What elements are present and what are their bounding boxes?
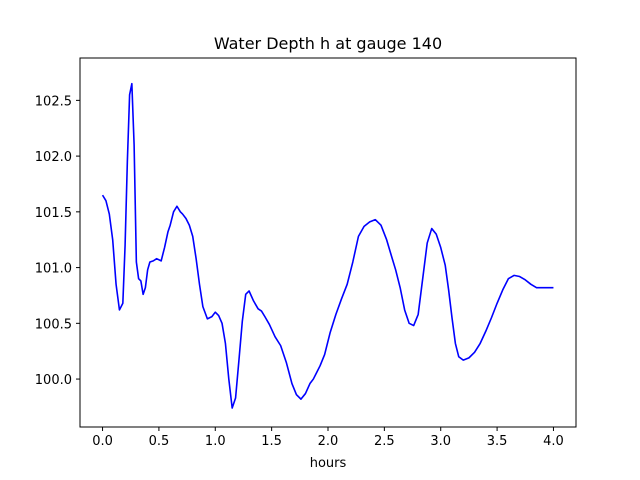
x-tick-label: 1.5 [261,434,282,449]
x-tick-label: 3.0 [430,434,451,449]
y-tick-label: 102.5 [35,94,72,109]
plot-area: 0.0 0.5 1.0 1.5 2.0 2.5 3.0 3.5 4.0 100.0 100.5 101… [35,57,577,449]
x-tick-label: 3.5 [487,434,508,449]
x-tick-label: 4.0 [543,434,564,449]
x-tick-label: 0.5 [149,434,170,449]
y-tick-label: 102.0 [35,150,72,165]
x-tick-label: 2.0 [318,434,339,449]
x-tick-label: 0.0 [92,434,113,449]
y-tick-label: 100.0 [35,373,72,388]
x-tick-label: 1.0 [205,434,226,449]
y-tick-label: 101.5 [35,206,72,221]
chart-title: Water Depth h at gauge 140 [214,34,442,53]
y-tick-label: 101.0 [35,262,72,277]
y-tick-label: 100.5 [35,317,72,332]
x-axis-label: hours [310,456,347,471]
series-line-0 [101,82,554,409]
x-tick-label: 2.5 [374,434,395,449]
